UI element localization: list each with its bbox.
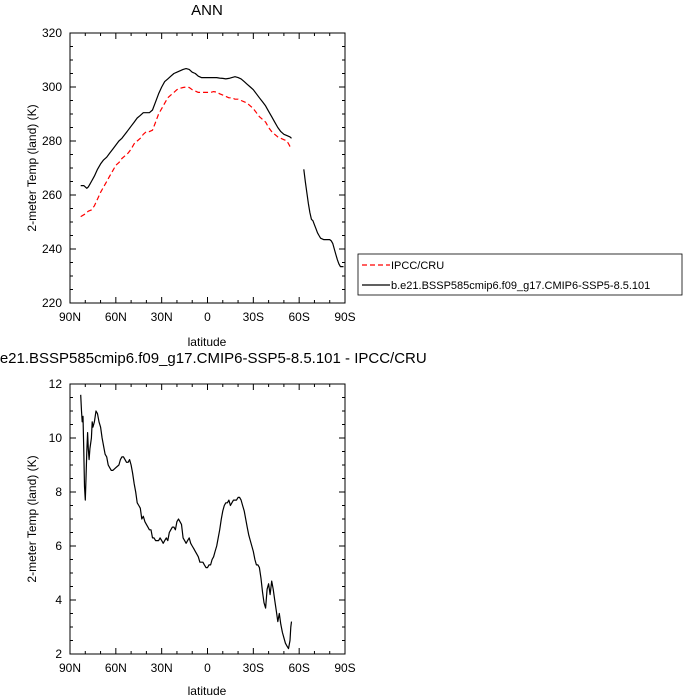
top-y-tick-label: 280 — [42, 134, 62, 148]
bottom-x-tick-label: 60S — [288, 661, 309, 675]
bottom-plot-lines — [80, 394, 293, 650]
top-x-tick-label: 60N — [105, 310, 127, 324]
top-y-axis: 220 240 260 280 300 320 — [42, 26, 345, 310]
top-chart-title: ANN — [191, 2, 223, 19]
top-y-tick-label: 320 — [42, 26, 62, 40]
bottom-y-tick-label: 4 — [55, 593, 62, 607]
bottom-x-tick-label: 90N — [59, 661, 81, 675]
bottom-x-tick-label: 60N — [105, 661, 127, 675]
top-y-tick-label: 260 — [42, 188, 62, 202]
top-x-tick-label: 60S — [288, 310, 309, 324]
top-x-tick-label: 30N — [151, 310, 173, 324]
top-x-axis: 90N 60N 30N 0 30S 60S 90S — [59, 33, 356, 324]
bottom-chart-title: b.e21.BSSP585cmip6.f09_g17.CMIP6-SSP5-8.… — [0, 350, 427, 367]
top-plot-lines — [80, 67, 344, 268]
legend-label-model: b.e21.BSSP585cmip6.f09_g17.CMIP6-SSP5-8.… — [391, 280, 650, 292]
top-y-axis-label: 2-meter Temp (land) (K) — [25, 104, 39, 231]
bottom-x-axis: 90N 60N 30N 0 30S 60S 90S — [59, 384, 356, 675]
bottom-x-axis-label: latitude — [188, 684, 227, 698]
legend-label-ipcc: IPCC/CRU — [391, 260, 444, 272]
top-series-1-line-part-0 — [80, 67, 292, 189]
top-x-tick-label: 30S — [243, 310, 264, 324]
top-series-1-line-part-1 — [303, 169, 344, 268]
top-series-0-line — [80, 86, 292, 218]
top-y-tick-label: 220 — [42, 296, 62, 310]
bottom-series-0-line — [80, 394, 293, 650]
bottom-x-tick-label: 30N — [151, 661, 173, 675]
top-plot-frame — [69, 32, 346, 304]
bottom-y-tick-label: 10 — [49, 431, 63, 445]
legend-frame — [357, 253, 683, 296]
top-x-tick-label: 90S — [334, 310, 355, 324]
bottom-plot-frame — [69, 383, 346, 655]
bottom-y-tick-label: 12 — [49, 377, 63, 391]
top-legend: IPCC/CRU b.e21.BSSP585cmip6.f09_g17.CMIP… — [357, 253, 683, 296]
bottom-y-tick-label: 2 — [55, 647, 62, 661]
bottom-x-tick-label: 30S — [243, 661, 264, 675]
bottom-x-tick-label: 0 — [204, 661, 211, 675]
bottom-y-axis: 2 4 6 8 10 12 — [49, 377, 345, 661]
bottom-y-axis-label: 2-meter Temp (land) (K) — [25, 455, 39, 582]
top-x-tick-label: 90N — [59, 310, 81, 324]
top-y-tick-label: 300 — [42, 80, 62, 94]
bottom-chart: b.e21.BSSP585cmip6.f09_g17.CMIP6-SSP5-8.… — [0, 350, 427, 698]
bottom-y-tick-label: 8 — [55, 485, 62, 499]
bottom-x-tick-label: 90S — [334, 661, 355, 675]
top-y-tick-label: 240 — [42, 242, 62, 256]
top-x-tick-label: 0 — [204, 310, 211, 324]
top-x-axis-label: latitude — [188, 335, 227, 349]
bottom-y-tick-label: 6 — [55, 539, 62, 553]
